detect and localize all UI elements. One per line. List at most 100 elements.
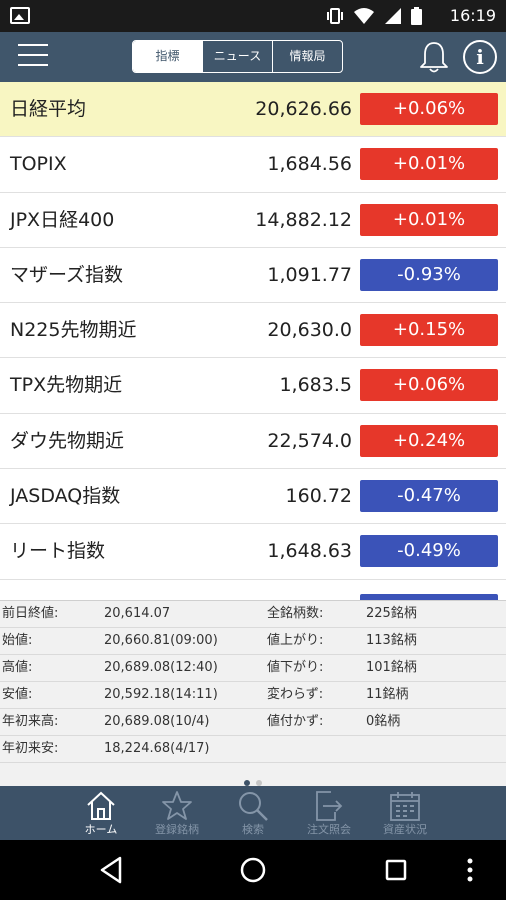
change-badge: -0.47% (360, 480, 498, 513)
hamburger-icon[interactable] (18, 44, 48, 68)
bottom-tab-bar: ホーム 登録銘柄 検索 注文照会 資産状況 (0, 786, 506, 840)
detail-value: 225銘柄 (366, 606, 417, 621)
image-icon (10, 7, 30, 24)
change-badge: +0.01% (360, 203, 498, 236)
change-badge: +0.01% (360, 148, 498, 181)
index-value: 1,683.5 (279, 374, 352, 397)
detail-label: 始値: (2, 633, 33, 648)
detail-row: 年初来安: 18,224.68(4/17) (0, 736, 506, 763)
wifi-icon (354, 8, 374, 24)
tab-watchlist[interactable]: 登録銘柄 (139, 786, 215, 840)
star-icon (162, 791, 192, 820)
index-row-jpx400[interactable]: JPX日経400 14,882.12 +0.01% (0, 192, 506, 248)
index-name: TPX先物期近 (10, 374, 123, 397)
change-badge: +0.06% (360, 369, 498, 402)
recents-icon[interactable] (380, 854, 412, 886)
app-header: 指標 ニュース 情報局 i (0, 32, 506, 82)
change-badge (360, 593, 498, 600)
header-tabs: 指標 ニュース 情報局 (132, 40, 343, 73)
order-inquiry-icon (316, 791, 343, 821)
detail-label: 高値: (2, 660, 33, 675)
bell-icon[interactable] (416, 39, 452, 75)
detail-label: 全銘柄数: (267, 606, 324, 621)
detail-row: 前日終値: 20,614.07 全銘柄数: 225銘柄 (0, 601, 506, 628)
home-button-icon[interactable] (237, 854, 269, 886)
detail-label: 年初来安: (2, 741, 59, 756)
index-name: JASDAQ指数 (10, 485, 121, 508)
vibrate-icon (327, 8, 343, 24)
detail-label: 値付かず: (267, 714, 324, 729)
index-list: 日経平均 20,626.66 +0.06% TOPIX 1,684.56 +0.… (0, 82, 506, 600)
index-name: 日経平均 (10, 98, 87, 120)
detail-value: 20,689.08(10/4) (104, 714, 210, 729)
home-icon (87, 791, 115, 820)
index-value: 1,684.56 (267, 153, 352, 176)
change-badge: -0.93% (360, 258, 498, 291)
tab-home[interactable]: ホーム (63, 786, 139, 840)
detail-value: 20,660.81(09:00) (104, 633, 218, 648)
detail-value: 20,592.18(14:11) (104, 687, 218, 702)
calendar-icon (390, 792, 420, 821)
index-name: リート指数 (10, 540, 106, 563)
detail-panel[interactable]: 前日終値: 20,614.07 全銘柄数: 225銘柄 始値: 20,660.8… (0, 600, 506, 786)
tab-assets[interactable]: 資産状況 (367, 786, 443, 840)
index-value: 20,626.66 (255, 98, 352, 120)
tab-indicators[interactable]: 指標 (133, 41, 202, 72)
tab-news[interactable]: ニュース (202, 41, 272, 72)
tab-search[interactable]: 検索 (215, 786, 291, 840)
detail-value: 0銘柄 (366, 714, 401, 729)
detail-value: 113銘柄 (366, 633, 417, 648)
back-icon[interactable] (96, 854, 128, 886)
index-row-tpx-futures[interactable]: TPX先物期近 1,683.5 +0.06% (0, 358, 506, 414)
detail-label: 年初来高: (2, 714, 59, 729)
index-row-topix[interactable]: TOPIX 1,684.56 +0.01% (0, 137, 506, 193)
index-value: 20,630.0 (267, 319, 352, 342)
index-value: 14,882.12 (255, 208, 352, 231)
index-row-mothers[interactable]: マザーズ指数 1,091.77 -0.93% (0, 247, 506, 304)
index-row-nikkei225[interactable]: 日経平均 20,626.66 +0.06% (0, 82, 506, 138)
detail-value: 18,224.68(4/17) (104, 741, 210, 756)
detail-label: 安値: (2, 687, 33, 702)
info-icon[interactable]: i (463, 40, 497, 74)
index-value: 1,648.63 (267, 540, 352, 563)
change-badge: +0.06% (360, 93, 498, 125)
detail-row: 高値: 20,689.08(12:40) 値下がり: 101銘柄 (0, 655, 506, 682)
change-badge: -0.49% (360, 535, 498, 568)
index-name: ダウ先物期近 (10, 429, 125, 452)
tab-label: 検索 (242, 823, 264, 836)
index-value: 22,574.0 (267, 429, 352, 452)
detail-row: 始値: 20,660.81(09:00) 値上がり: 113銘柄 (0, 628, 506, 655)
detail-value: 20,614.07 (104, 606, 171, 621)
index-row-n225-futures[interactable]: N225先物期近 20,630.0 +0.15% (0, 303, 506, 359)
tab-label: 注文照会 (307, 823, 351, 836)
index-row-dow-futures[interactable]: ダウ先物期近 22,574.0 +0.24% (0, 413, 506, 470)
detail-label: 前日終値: (2, 606, 59, 621)
index-name: マザーズ指数 (10, 263, 124, 286)
change-badge: +0.15% (360, 314, 498, 347)
signal-icon (385, 8, 401, 24)
detail-row: 安値: 20,592.18(14:11) 変わらず: 11銘柄 (0, 682, 506, 709)
tab-label: 資産状況 (383, 823, 427, 836)
index-name: N225先物期近 (10, 319, 137, 342)
page-indicator (0, 771, 506, 786)
detail-row: 年初来高: 20,689.08(10/4) 値付かず: 0銘柄 (0, 709, 506, 736)
tab-info-bureau[interactable]: 情報局 (272, 41, 342, 72)
status-time: 16:19 (449, 6, 496, 25)
index-row-jasdaq[interactable]: JASDAQ指数 160.72 -0.47% (0, 469, 506, 525)
detail-label: 値上がり: (267, 633, 324, 648)
tab-order-inquiry[interactable]: 注文照会 (291, 786, 367, 840)
index-value: 160.72 (285, 485, 352, 508)
tab-label: 登録銘柄 (155, 823, 199, 836)
search-icon (239, 792, 268, 821)
more-options-icon[interactable] (454, 854, 486, 886)
system-nav-bar (0, 840, 506, 900)
detail-value: 101銘柄 (366, 660, 417, 675)
index-name: TOPIX (10, 153, 67, 176)
index-row-reit[interactable]: リート指数 1,648.63 -0.49% (0, 524, 506, 580)
index-row-partial[interactable] (0, 579, 506, 600)
index-value: 1,091.77 (267, 263, 352, 286)
index-name: JPX日経400 (10, 208, 115, 231)
page-dot[interactable] (256, 780, 262, 786)
page-dot[interactable] (244, 780, 250, 786)
detail-label: 値下がり: (267, 660, 324, 675)
